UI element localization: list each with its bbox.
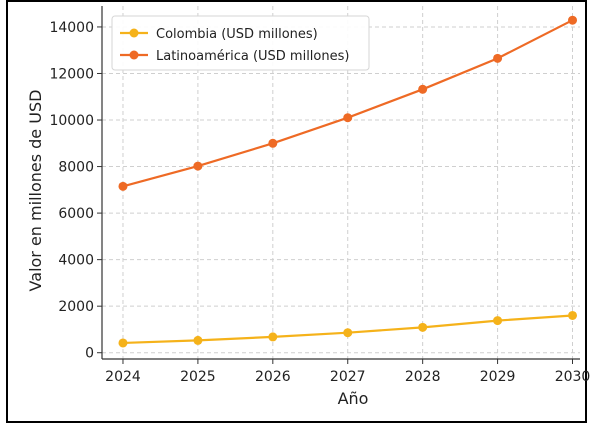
x-tick-label: 2027 bbox=[330, 369, 366, 385]
series-latinoamerica bbox=[118, 15, 578, 191]
x-tick-label: 2030 bbox=[555, 369, 591, 385]
axes: 0 2000 4000 6000 8000 10000 12000 14000 2024 2025… bbox=[49, 6, 590, 385]
y-tick-label: 12000 bbox=[49, 66, 94, 82]
legend-label: Latinoamérica (USD millones) bbox=[156, 49, 349, 64]
y-tick-label: 4000 bbox=[58, 253, 94, 269]
data-point bbox=[493, 53, 503, 63]
data-point bbox=[568, 15, 578, 25]
data-point bbox=[193, 335, 203, 345]
x-tick-label: 2025 bbox=[180, 369, 216, 385]
data-point bbox=[568, 310, 578, 320]
legend: Colombia (USD millones) Latinoamérica (US… bbox=[111, 15, 370, 71]
legend-box bbox=[111, 15, 370, 71]
legend-item: Latinoamérica (USD millones) bbox=[120, 49, 349, 64]
data-point bbox=[493, 316, 503, 326]
x-tick-label: 2024 bbox=[105, 369, 141, 385]
x-tick-label: 2028 bbox=[405, 369, 441, 385]
x-axis-label: Año bbox=[338, 389, 369, 408]
legend-marker bbox=[129, 50, 139, 60]
legend-label: Colombia (USD millones) bbox=[156, 27, 318, 42]
y-tick-label: 14000 bbox=[49, 20, 94, 36]
series-layer bbox=[118, 15, 578, 348]
data-point bbox=[118, 181, 128, 191]
y-tick-label: 6000 bbox=[58, 206, 94, 222]
data-point bbox=[193, 161, 203, 171]
legend-item: Colombia (USD millones) bbox=[120, 27, 318, 42]
x-tick-label: 2029 bbox=[480, 369, 516, 385]
y-tick-label: 2000 bbox=[58, 299, 94, 315]
series-colombia bbox=[118, 310, 578, 348]
data-point bbox=[118, 338, 128, 348]
data-point bbox=[268, 138, 278, 148]
y-tick-label: 8000 bbox=[58, 160, 94, 176]
y-axis-label: Valor en millones de USD bbox=[26, 90, 45, 292]
legend-marker bbox=[129, 28, 139, 38]
data-point bbox=[343, 113, 353, 123]
data-point bbox=[418, 84, 428, 94]
data-point bbox=[268, 332, 278, 342]
data-point bbox=[343, 328, 353, 338]
data-point bbox=[418, 322, 428, 332]
x-tick-label: 2026 bbox=[255, 369, 291, 385]
y-tick-label: 0 bbox=[85, 346, 94, 362]
y-tick-label: 10000 bbox=[49, 113, 94, 129]
